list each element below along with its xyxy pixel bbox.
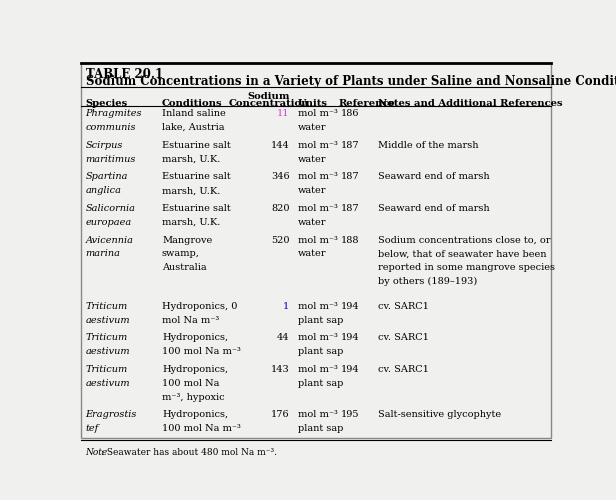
Text: Scirpus: Scirpus (86, 141, 123, 150)
Text: 11: 11 (277, 110, 290, 118)
Text: Reference: Reference (339, 98, 395, 108)
Text: maritimus: maritimus (86, 154, 136, 164)
Text: marsh, U.K.: marsh, U.K. (162, 154, 221, 164)
Text: europaea: europaea (86, 218, 132, 227)
Text: Hydroponics,: Hydroponics, (162, 410, 228, 420)
Text: Conditions: Conditions (162, 98, 222, 108)
Text: Seaward end of marsh: Seaward end of marsh (378, 172, 489, 182)
Text: Sodium: Sodium (248, 92, 290, 100)
Text: Hydroponics, 0: Hydroponics, 0 (162, 302, 237, 311)
Text: cv. SARC1: cv. SARC1 (378, 365, 429, 374)
Text: mol m⁻³: mol m⁻³ (298, 334, 338, 342)
Text: marsh, U.K.: marsh, U.K. (162, 218, 221, 227)
Text: Estuarine salt: Estuarine salt (162, 141, 231, 150)
Text: water: water (298, 123, 326, 132)
Text: cv. SARC1: cv. SARC1 (378, 334, 429, 342)
Text: Phragmites: Phragmites (86, 110, 142, 118)
Text: marsh, U.K.: marsh, U.K. (162, 186, 221, 196)
Text: Eragrostis: Eragrostis (86, 410, 137, 420)
Text: water: water (298, 154, 326, 164)
Text: mol m⁻³: mol m⁻³ (298, 302, 338, 311)
Text: mol m⁻³: mol m⁻³ (298, 365, 338, 374)
Text: Note: Note (86, 448, 108, 457)
Text: Mangrove: Mangrove (162, 236, 213, 244)
Text: below, that of seawater have been: below, that of seawater have been (378, 250, 546, 258)
Text: Hydroponics,: Hydroponics, (162, 334, 228, 342)
Text: Sodium concentrations close to, or: Sodium concentrations close to, or (378, 236, 550, 244)
Text: 1: 1 (283, 302, 290, 311)
Text: Middle of the marsh: Middle of the marsh (378, 141, 478, 150)
Text: plant sap: plant sap (298, 379, 343, 388)
Text: Triticum: Triticum (86, 334, 128, 342)
Text: plant sap: plant sap (298, 347, 343, 356)
Text: Estuarine salt: Estuarine salt (162, 204, 231, 213)
Text: mol m⁻³: mol m⁻³ (298, 172, 338, 182)
Text: tef: tef (86, 424, 99, 433)
Text: Sodium Concentrations in a Variety of Plants under Saline and Nonsaline Conditio: Sodium Concentrations in a Variety of Pl… (86, 76, 616, 88)
Text: : Seawater has about 480 mol Na m⁻³.: : Seawater has about 480 mol Na m⁻³. (102, 448, 277, 457)
Text: 143: 143 (270, 365, 290, 374)
Text: marina: marina (86, 250, 121, 258)
Text: Estuarine salt: Estuarine salt (162, 172, 231, 182)
Text: 194: 194 (341, 302, 359, 311)
Text: Triticum: Triticum (86, 365, 128, 374)
Text: TABLE 20.1: TABLE 20.1 (86, 68, 163, 82)
Text: communis: communis (86, 123, 136, 132)
Text: 194: 194 (341, 365, 359, 374)
Text: 194: 194 (341, 334, 359, 342)
Text: 520: 520 (271, 236, 290, 244)
Text: aestivum: aestivum (86, 316, 130, 324)
Text: Inland saline: Inland saline (162, 110, 225, 118)
Text: Spartina: Spartina (86, 172, 128, 182)
Text: 188: 188 (341, 236, 359, 244)
Text: plant sap: plant sap (298, 424, 343, 433)
Text: aestivum: aestivum (86, 379, 130, 388)
Text: 100 mol Na m⁻³: 100 mol Na m⁻³ (162, 347, 241, 356)
Text: water: water (298, 218, 326, 227)
Text: Hydroponics,: Hydroponics, (162, 365, 228, 374)
Text: 144: 144 (270, 141, 290, 150)
Text: 176: 176 (271, 410, 290, 420)
Text: mol Na m⁻³: mol Na m⁻³ (162, 316, 219, 324)
Text: aestivum: aestivum (86, 347, 130, 356)
Text: mol m⁻³: mol m⁻³ (298, 410, 338, 420)
Text: mol m⁻³: mol m⁻³ (298, 204, 338, 213)
Text: mol m⁻³: mol m⁻³ (298, 110, 338, 118)
Text: 187: 187 (341, 172, 359, 182)
Text: mol m⁻³: mol m⁻³ (298, 236, 338, 244)
Text: water: water (298, 186, 326, 196)
Text: Notes and Additional References: Notes and Additional References (378, 98, 562, 108)
Text: Seaward end of marsh: Seaward end of marsh (378, 204, 489, 213)
Text: Units: Units (298, 98, 328, 108)
Text: 100 mol Na: 100 mol Na (162, 379, 219, 388)
Text: 187: 187 (341, 204, 359, 213)
Text: cv. SARC1: cv. SARC1 (378, 302, 429, 311)
Text: reported in some mangrove species: reported in some mangrove species (378, 264, 555, 272)
Text: lake, Austria: lake, Austria (162, 123, 224, 132)
Text: Salicornia: Salicornia (86, 204, 136, 213)
Text: Avicennia: Avicennia (86, 236, 134, 244)
Text: water: water (298, 250, 326, 258)
Text: 195: 195 (341, 410, 359, 420)
Text: Salt-sensitive glycophyte: Salt-sensitive glycophyte (378, 410, 501, 420)
Text: swamp,: swamp, (162, 250, 200, 258)
Text: by others (189–193): by others (189–193) (378, 277, 477, 286)
Text: 187: 187 (341, 141, 359, 150)
Text: Australia: Australia (162, 264, 206, 272)
Text: 44: 44 (277, 334, 290, 342)
Text: 820: 820 (271, 204, 290, 213)
Text: 100 mol Na m⁻³: 100 mol Na m⁻³ (162, 424, 241, 433)
Text: anglica: anglica (86, 186, 121, 196)
Text: Concentration: Concentration (229, 98, 309, 108)
Text: 346: 346 (271, 172, 290, 182)
FancyBboxPatch shape (81, 63, 551, 438)
Text: mol m⁻³: mol m⁻³ (298, 141, 338, 150)
Text: Triticum: Triticum (86, 302, 128, 311)
Text: 186: 186 (341, 110, 359, 118)
Text: m⁻³, hypoxic: m⁻³, hypoxic (162, 392, 225, 402)
Text: plant sap: plant sap (298, 316, 343, 324)
Text: Species: Species (86, 98, 128, 108)
